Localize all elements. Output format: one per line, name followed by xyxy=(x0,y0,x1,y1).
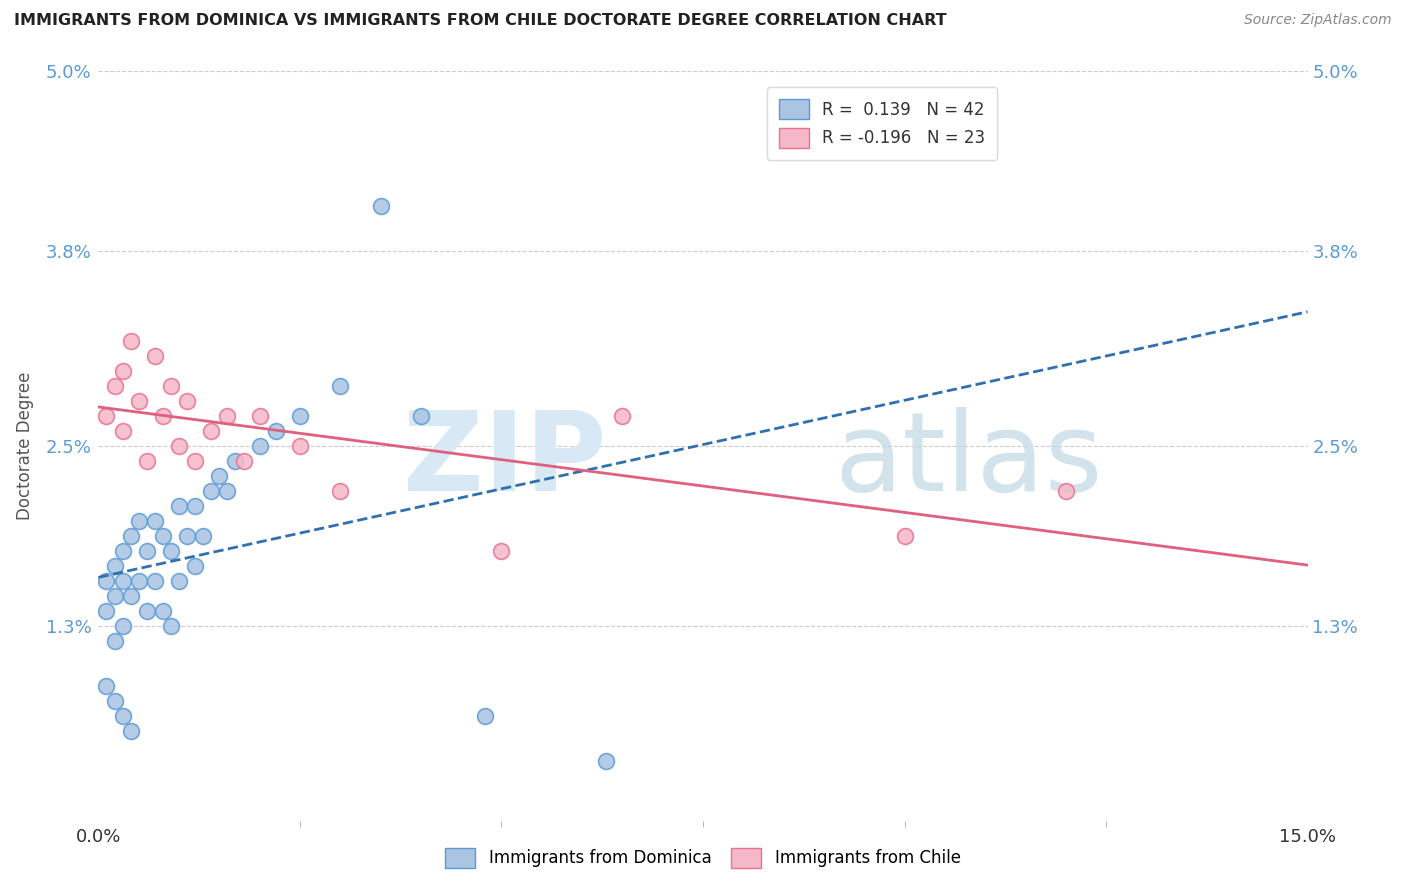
Point xyxy=(152,409,174,423)
Point xyxy=(167,499,190,513)
Point xyxy=(217,409,239,423)
Point xyxy=(491,544,513,558)
Point xyxy=(143,514,166,528)
Point xyxy=(409,409,432,423)
Point xyxy=(249,409,271,423)
Point xyxy=(217,483,239,498)
Point xyxy=(135,604,157,618)
Point xyxy=(329,483,352,498)
Point xyxy=(111,424,134,438)
Point xyxy=(160,379,183,393)
Point xyxy=(595,754,617,768)
Point xyxy=(103,589,125,603)
Point xyxy=(893,529,915,543)
Text: ZIP: ZIP xyxy=(404,408,606,515)
Point xyxy=(152,604,174,618)
Point xyxy=(176,394,198,409)
Point xyxy=(128,574,150,588)
Point xyxy=(128,394,150,409)
Point xyxy=(143,349,166,363)
Point xyxy=(135,544,157,558)
Point xyxy=(167,439,190,453)
Point xyxy=(120,589,142,603)
Point xyxy=(160,619,183,633)
Point xyxy=(200,483,222,498)
Legend: R =  0.139   N = 42, R = -0.196   N = 23: R = 0.139 N = 42, R = -0.196 N = 23 xyxy=(768,87,997,160)
Text: IMMIGRANTS FROM DOMINICA VS IMMIGRANTS FROM CHILE DOCTORATE DEGREE CORRELATION C: IMMIGRANTS FROM DOMINICA VS IMMIGRANTS F… xyxy=(14,13,946,29)
Point xyxy=(184,558,207,573)
Point xyxy=(1054,483,1077,498)
Point xyxy=(232,454,254,468)
Point xyxy=(370,199,392,213)
Point xyxy=(184,454,207,468)
Point xyxy=(135,454,157,468)
Point xyxy=(120,723,142,738)
Point xyxy=(176,529,198,543)
Point xyxy=(208,469,231,483)
Point xyxy=(111,364,134,378)
Point xyxy=(128,514,150,528)
Point xyxy=(329,379,352,393)
Point xyxy=(96,679,118,693)
Point xyxy=(111,544,134,558)
Point xyxy=(193,529,215,543)
Point xyxy=(200,424,222,438)
Point xyxy=(167,574,190,588)
Point xyxy=(120,334,142,348)
Y-axis label: Doctorate Degree: Doctorate Degree xyxy=(17,372,35,520)
Point xyxy=(264,424,287,438)
Point xyxy=(111,574,134,588)
Point xyxy=(224,454,246,468)
Point xyxy=(160,544,183,558)
Point xyxy=(96,574,118,588)
Point xyxy=(103,379,125,393)
Legend: Immigrants from Dominica, Immigrants from Chile: Immigrants from Dominica, Immigrants fro… xyxy=(439,841,967,875)
Point xyxy=(152,529,174,543)
Text: Source: ZipAtlas.com: Source: ZipAtlas.com xyxy=(1244,13,1392,28)
Point xyxy=(143,574,166,588)
Point xyxy=(612,409,634,423)
Point xyxy=(120,529,142,543)
Point xyxy=(249,439,271,453)
Point xyxy=(111,619,134,633)
Point xyxy=(474,708,496,723)
Text: atlas: atlas xyxy=(835,408,1104,515)
Point xyxy=(103,558,125,573)
Point xyxy=(111,708,134,723)
Point xyxy=(103,633,125,648)
Point xyxy=(103,694,125,708)
Point xyxy=(184,499,207,513)
Point xyxy=(96,409,118,423)
Point xyxy=(288,409,311,423)
Point xyxy=(96,604,118,618)
Point xyxy=(288,439,311,453)
